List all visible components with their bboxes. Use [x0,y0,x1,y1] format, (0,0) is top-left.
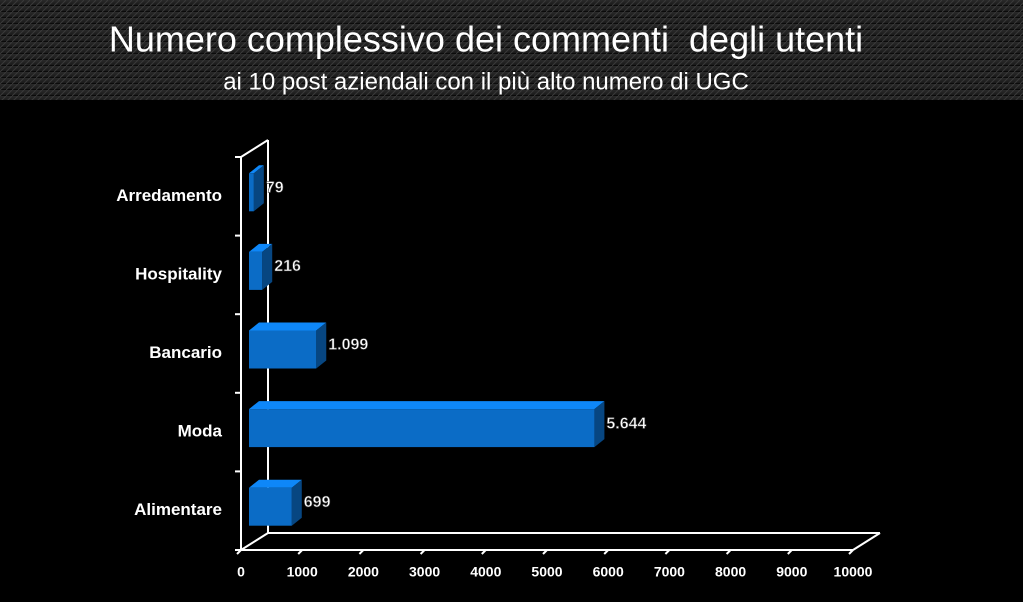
bar-top [249,322,327,331]
y-tick-label: Alimentare [134,500,222,519]
bar [249,251,263,290]
bar-side [253,165,264,212]
x-tick [419,549,426,555]
x-tick [297,549,303,555]
x-tick-label: 3000 [409,564,440,580]
chart-subtitle: ai 10 post aziendali con il più alto num… [223,68,749,95]
value-label: 79 [266,180,284,197]
x-tick-label: 6000 [593,564,624,580]
bar-side [594,401,605,448]
value-label: 699 [304,494,331,511]
value-label: 5.644 [606,415,646,432]
x-tick-label: 0 [237,564,245,580]
x-tick-label: 2000 [348,564,379,580]
x-tick [481,549,487,555]
x-tick-label: 5000 [531,564,562,580]
bar [249,487,292,526]
value-label: 1.099 [328,337,368,354]
x-tick-label: 8000 [715,564,746,580]
x-tick [358,549,365,555]
y-tick-label: Hospitality [135,264,222,283]
header-band [0,0,1023,100]
y-tick-label: Arredamento [116,186,222,205]
x-tick [848,549,854,555]
value-label: 216 [274,258,301,275]
bar [249,330,317,369]
x-tick-label: 7000 [654,564,685,580]
y-tick-label: Bancario [149,343,222,362]
bar-top [249,165,264,174]
y-tick-label: Moda [178,422,223,441]
bar [249,409,595,448]
floor-edge [852,532,881,551]
bar-side [316,322,327,369]
x-tick [542,549,548,555]
x-tick-label: 4000 [470,564,501,580]
x-tick-label: 10000 [834,564,873,580]
bar-side [291,479,302,526]
x-tick [787,549,793,555]
wall-edge [240,139,269,158]
bar-top [249,243,273,252]
wall-edge [240,532,269,551]
x-tick [725,549,732,555]
bar-top [249,401,605,410]
bar-top [249,479,302,488]
chart-title: Numero complessivo dei commenti degli ut… [109,19,863,60]
bar-side [262,243,273,290]
x-tick [664,549,671,555]
x-tick-label: 9000 [776,564,807,580]
x-tick-label: 1000 [287,564,318,580]
bar [249,173,254,212]
x-tick [603,549,609,555]
